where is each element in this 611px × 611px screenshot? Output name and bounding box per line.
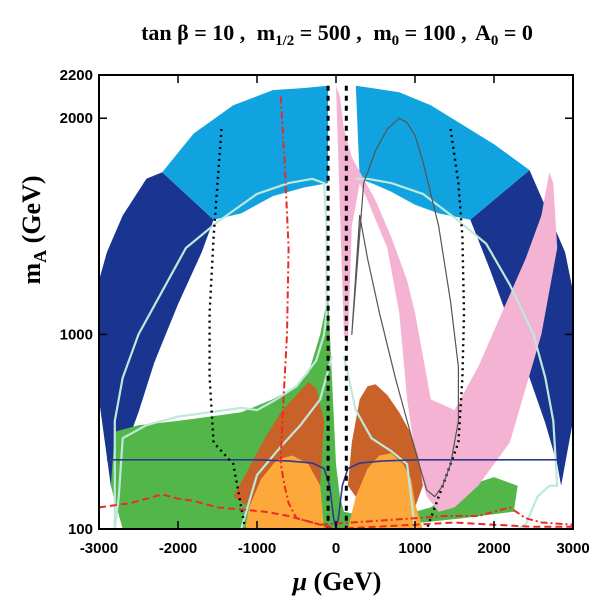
- title-m12: m: [257, 20, 275, 45]
- line-red-dashed: [99, 493, 573, 529]
- line-cyan-contour-right: [355, 177, 559, 529]
- title-m0-sub: 0: [392, 33, 400, 49]
- line-gray-loop: [351, 117, 459, 498]
- title-m0-post: = 100 ,: [399, 20, 467, 45]
- y-axis-sub: A: [30, 250, 50, 263]
- chart-title: tan β = 10 , m1/2 = 500 , m0 = 100 , A0 …: [141, 20, 533, 49]
- region-orange-right: [347, 453, 423, 529]
- region-pink: [336, 85, 558, 512]
- line-cyan-inner-left: [240, 355, 334, 529]
- line-black-dotted-right: [425, 128, 466, 529]
- title-a0: A: [475, 20, 491, 45]
- y-tick-label: 2200: [60, 67, 93, 84]
- title-m0: m: [373, 20, 391, 45]
- y-axis-m: m: [17, 263, 46, 285]
- line-black-dotted-left: [208, 128, 247, 529]
- y-tick-label: 100: [68, 521, 93, 538]
- x-axis-unit: (GeV): [307, 567, 381, 596]
- region-light-blue-left: [162, 85, 329, 220]
- region-orange-left: [245, 455, 325, 529]
- x-tick-label: 3000: [556, 540, 589, 557]
- x-tick-label: -3000: [80, 540, 118, 557]
- x-tick-label: 1000: [398, 540, 431, 557]
- x-tick-label: 0: [332, 540, 340, 557]
- line-red-dashdot: [279, 96, 573, 526]
- title-m12-post: = 500 ,: [294, 20, 362, 45]
- y-tick-label: 1000: [60, 326, 93, 343]
- x-tick-label: -1000: [238, 540, 276, 557]
- ticks-layer: -3000 -2000 -1000 0 1000 2000 3000 100 1000 2000 2…: [60, 67, 590, 557]
- y-tick-label: 2000: [60, 110, 93, 127]
- line-cyan-contour: [113, 177, 328, 529]
- title-a0-post: = 0: [498, 20, 533, 45]
- x-axis-label: μ (GeV): [291, 567, 382, 596]
- regions-layer: [99, 85, 573, 529]
- y-axis-unit: (GeV): [17, 175, 46, 249]
- lines-layer: [99, 85, 573, 529]
- x-axis-symbol: μ: [291, 567, 307, 596]
- x-tick-label: -2000: [159, 540, 197, 557]
- title-a0-sub: 0: [491, 33, 499, 49]
- x-tick-label: 2000: [477, 540, 510, 557]
- y-axis-label: mA (GeV): [17, 175, 50, 284]
- title-tanb: tan β = 10 ,: [141, 20, 245, 45]
- line-cyan-inner-right: [342, 355, 417, 529]
- title-m12-sub: 1/2: [275, 33, 294, 49]
- line-navy-line: [106, 458, 558, 529]
